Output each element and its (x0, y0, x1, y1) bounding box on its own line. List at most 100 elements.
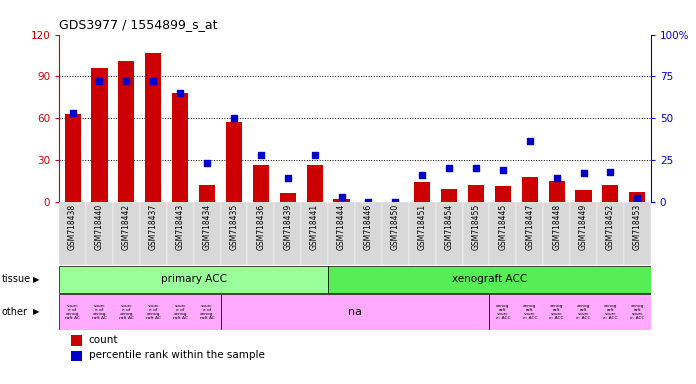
Text: GSM718445: GSM718445 (498, 204, 507, 250)
Bar (86, 202, 113, 265)
Point (202, 160, 213, 166)
Point (605, 169, 616, 175)
Bar (193, 202, 221, 265)
Point (309, 152, 320, 158)
Text: GSM718436: GSM718436 (256, 204, 265, 250)
Text: count: count (89, 335, 118, 345)
Text: sourc
e of
xenog
raft AC: sourc e of xenog raft AC (146, 303, 161, 321)
Point (578, 170, 589, 176)
Point (390, 199, 401, 205)
Text: primary ACC: primary ACC (161, 274, 227, 285)
Text: GSM718439: GSM718439 (283, 204, 292, 250)
Text: xenog
raft
sourc
e: ACC: xenog raft sourc e: ACC (496, 303, 510, 321)
Bar (140, 202, 167, 265)
Point (94, 78, 105, 84)
Bar (71, 351, 81, 361)
Point (228, 115, 239, 121)
Bar (253, 166, 269, 202)
Text: percentile rank within the sample: percentile rank within the sample (89, 351, 264, 361)
Bar (516, 202, 543, 265)
Bar (489, 295, 651, 329)
Bar (414, 182, 430, 202)
Bar (597, 202, 624, 265)
Text: GSM718442: GSM718442 (122, 204, 131, 250)
Text: GSM718443: GSM718443 (175, 204, 184, 250)
Point (632, 195, 643, 201)
Point (417, 172, 428, 178)
Text: tissue: tissue (1, 274, 31, 285)
Text: xenog
raft
sourc
e: ACC: xenog raft sourc e: ACC (630, 303, 644, 321)
Bar (548, 181, 564, 202)
Point (121, 78, 132, 84)
Bar (59, 202, 86, 265)
Bar (301, 202, 328, 265)
Bar (328, 266, 651, 293)
Text: xenog
raft
sourc
e: ACC: xenog raft sourc e: ACC (603, 303, 617, 321)
Point (524, 138, 535, 144)
Point (67, 110, 78, 116)
Point (470, 165, 482, 171)
Bar (328, 202, 355, 265)
Bar (355, 202, 382, 265)
Text: other: other (1, 307, 27, 317)
Bar (463, 202, 489, 265)
Bar (113, 202, 140, 265)
Point (363, 199, 374, 205)
Text: GSM718437: GSM718437 (149, 204, 158, 250)
Bar (199, 185, 215, 202)
Text: xenog
raft
sourc
e: ACC: xenog raft sourc e: ACC (576, 303, 591, 321)
Text: xenograft ACC: xenograft ACC (452, 274, 527, 285)
Point (282, 175, 293, 181)
Text: GSM718448: GSM718448 (552, 204, 561, 250)
Text: GSM718454: GSM718454 (445, 204, 454, 250)
Text: GSM718435: GSM718435 (230, 204, 239, 250)
Text: GSM718447: GSM718447 (525, 204, 535, 250)
Bar (65, 114, 81, 202)
Bar (221, 202, 247, 265)
Text: GSM718444: GSM718444 (337, 204, 346, 250)
Text: GSM718441: GSM718441 (310, 204, 319, 250)
Bar (71, 336, 81, 346)
Point (336, 194, 347, 200)
Text: GSM718438: GSM718438 (68, 204, 77, 250)
Bar (280, 193, 296, 202)
Bar (306, 166, 323, 202)
Text: sourc
e of
xenog
raft AC: sourc e of xenog raft AC (92, 303, 107, 321)
Text: sourc
e of
xenog
raft AC: sourc e of xenog raft AC (119, 303, 134, 321)
Bar (436, 202, 463, 265)
Bar (576, 190, 592, 202)
Bar (221, 295, 489, 329)
Bar (382, 202, 409, 265)
Text: GSM718451: GSM718451 (418, 204, 427, 250)
Bar (91, 68, 108, 202)
Point (498, 167, 509, 173)
Text: GSM718434: GSM718434 (203, 204, 212, 250)
Bar (409, 202, 436, 265)
Text: xenog
raft
sourc
e: ACC: xenog raft sourc e: ACC (549, 303, 564, 321)
Point (255, 152, 267, 158)
Bar (274, 202, 301, 265)
Text: GSM718452: GSM718452 (606, 204, 615, 250)
Bar (629, 192, 645, 202)
Text: GSM718453: GSM718453 (633, 204, 642, 250)
Bar (145, 53, 161, 202)
Bar (118, 61, 134, 202)
Point (175, 90, 186, 96)
Bar (247, 202, 274, 265)
Bar (522, 177, 538, 202)
Bar (624, 202, 651, 265)
Text: sourc
e of
xenog
raft AC: sourc e of xenog raft AC (65, 303, 80, 321)
Text: ▶: ▶ (33, 308, 40, 316)
Text: GSM718455: GSM718455 (471, 204, 480, 250)
Bar (468, 185, 484, 202)
Bar (172, 93, 188, 202)
Bar (489, 202, 516, 265)
Bar (59, 266, 328, 293)
Point (551, 175, 562, 181)
Text: sourc
e of
xenog
raft AC: sourc e of xenog raft AC (173, 303, 188, 321)
Bar (543, 202, 570, 265)
Bar (333, 199, 349, 202)
Bar (602, 185, 619, 202)
Point (148, 78, 159, 84)
Bar (441, 189, 457, 202)
